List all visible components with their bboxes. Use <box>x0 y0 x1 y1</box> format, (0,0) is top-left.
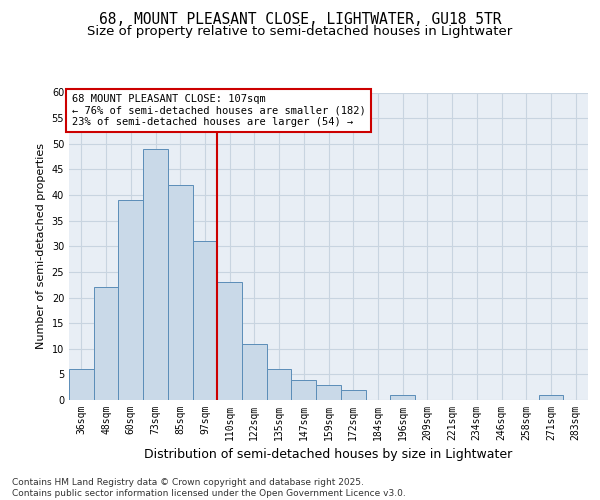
Y-axis label: Number of semi-detached properties: Number of semi-detached properties <box>36 143 46 349</box>
Bar <box>267 369 292 400</box>
Bar <box>217 282 242 400</box>
Bar <box>94 287 118 400</box>
Bar <box>168 184 193 400</box>
Bar <box>341 390 365 400</box>
Bar <box>539 395 563 400</box>
Bar <box>118 200 143 400</box>
Bar <box>316 384 341 400</box>
Bar <box>143 149 168 400</box>
Bar <box>390 395 415 400</box>
Bar <box>292 380 316 400</box>
Bar <box>242 344 267 400</box>
Bar <box>193 241 217 400</box>
Text: Contains HM Land Registry data © Crown copyright and database right 2025.
Contai: Contains HM Land Registry data © Crown c… <box>12 478 406 498</box>
X-axis label: Distribution of semi-detached houses by size in Lightwater: Distribution of semi-detached houses by … <box>145 448 512 462</box>
Text: 68, MOUNT PLEASANT CLOSE, LIGHTWATER, GU18 5TR: 68, MOUNT PLEASANT CLOSE, LIGHTWATER, GU… <box>99 12 501 28</box>
Text: Size of property relative to semi-detached houses in Lightwater: Size of property relative to semi-detach… <box>88 25 512 38</box>
Bar <box>69 369 94 400</box>
Text: 68 MOUNT PLEASANT CLOSE: 107sqm
← 76% of semi-detached houses are smaller (182)
: 68 MOUNT PLEASANT CLOSE: 107sqm ← 76% of… <box>71 94 365 127</box>
